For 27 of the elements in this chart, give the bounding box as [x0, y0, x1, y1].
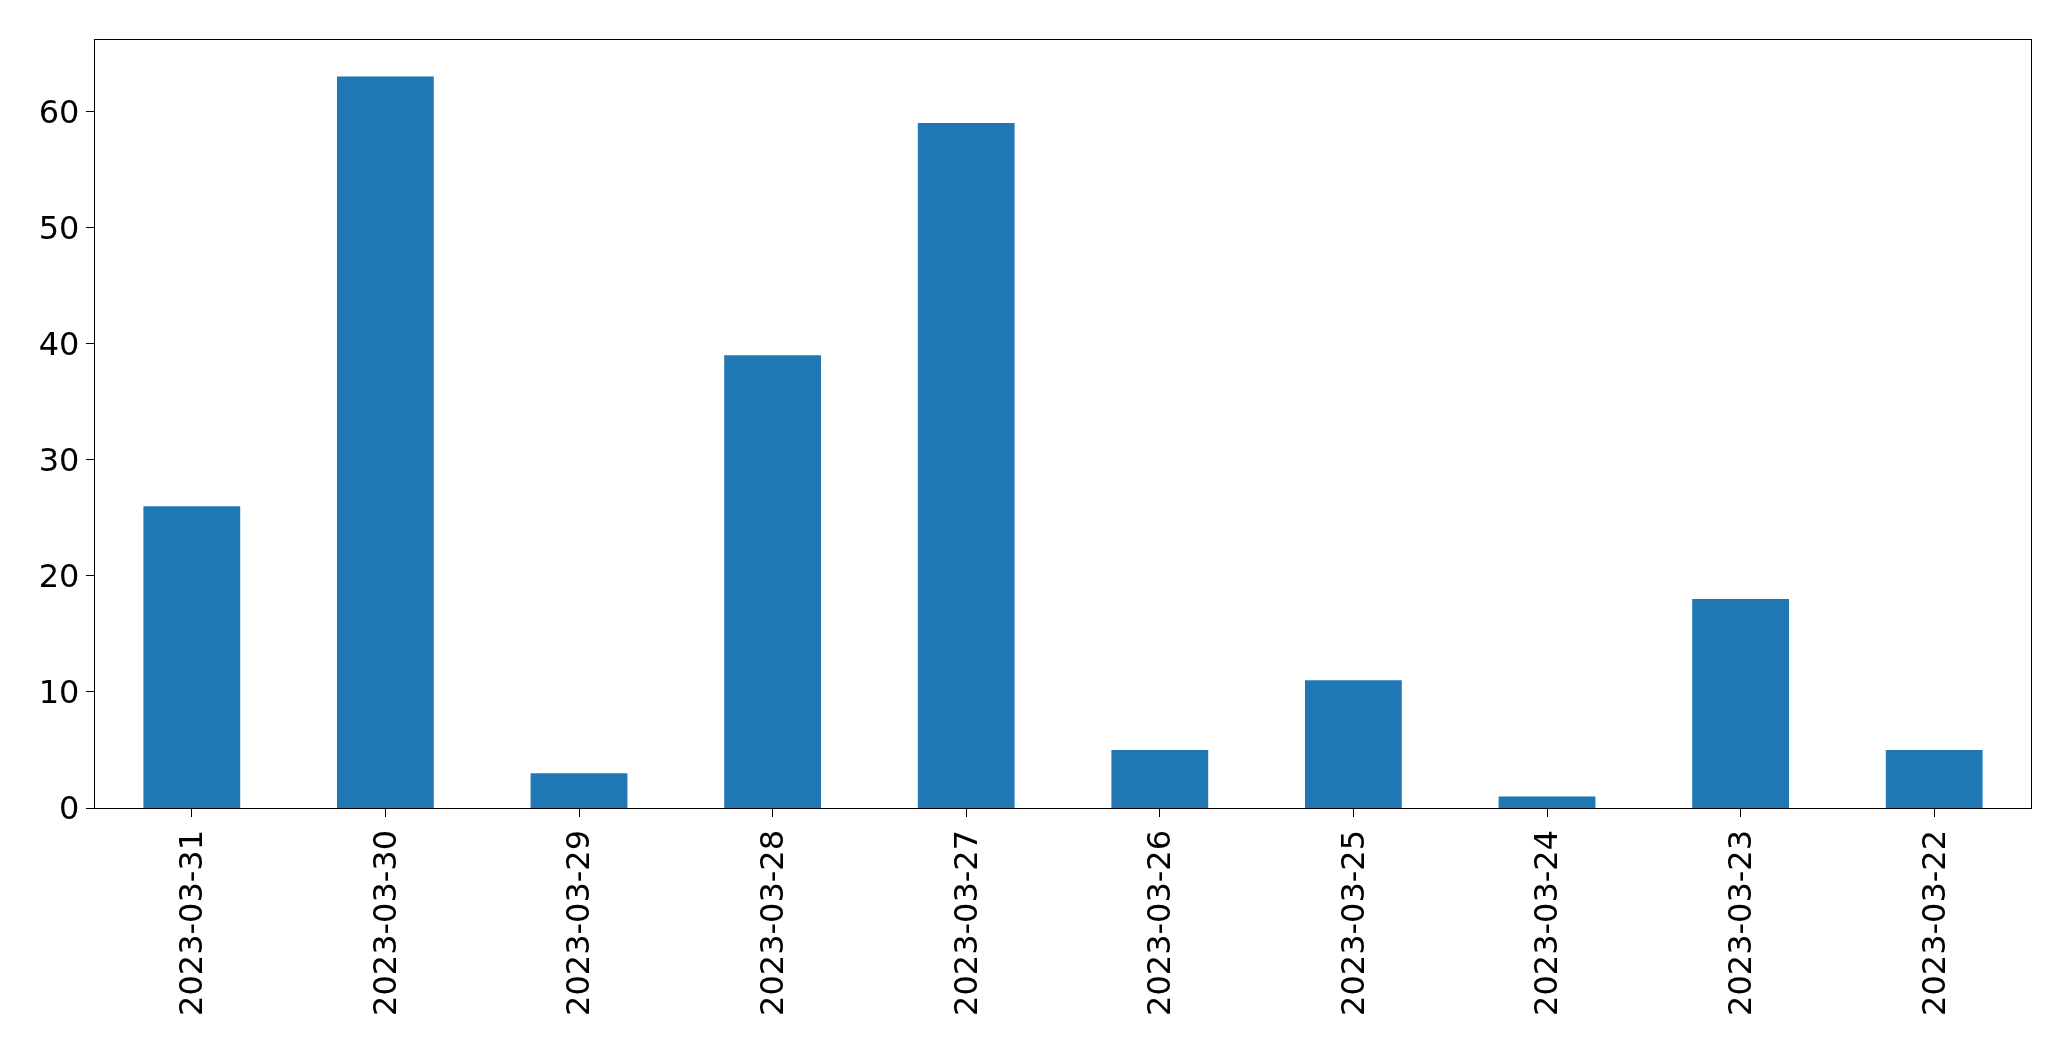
bar [1692, 599, 1789, 808]
y-tick-label: 40 [38, 324, 80, 363]
x-tick-label: 2023-03-29 [559, 829, 598, 1016]
bar [1885, 749, 1983, 808]
y-tick-label: 50 [38, 208, 80, 247]
y-tick-label: 20 [38, 557, 80, 595]
x-tick-label: 2023-03-30 [365, 829, 404, 1016]
x-tick-label: 2023-03-26 [1140, 829, 1179, 1016]
x-tick-label: 2023-03-24 [1527, 829, 1566, 1016]
y-tick-label: 0 [59, 789, 80, 828]
bar [724, 355, 821, 808]
y-tick-label: 30 [38, 440, 80, 479]
x-tick-label: 2023-03-27 [946, 829, 985, 1016]
bar [1305, 680, 1402, 808]
y-tick-label: 10 [38, 673, 80, 712]
x-tick-label: 2023-03-25 [1333, 829, 1372, 1016]
bar [1111, 749, 1209, 808]
x-tick-label: 2023-03-31 [172, 829, 211, 1016]
bar [530, 773, 628, 808]
x-tick-label: 2023-03-23 [1721, 829, 1759, 1016]
x-tick-label: 2023-03-28 [753, 829, 791, 1016]
bar [917, 123, 1015, 808]
bar [337, 76, 434, 808]
bar [1498, 796, 1596, 808]
x-tick-label: 2023-03-22 [1914, 829, 1953, 1016]
y-tick-label: 60 [38, 92, 80, 131]
bar [143, 506, 241, 808]
